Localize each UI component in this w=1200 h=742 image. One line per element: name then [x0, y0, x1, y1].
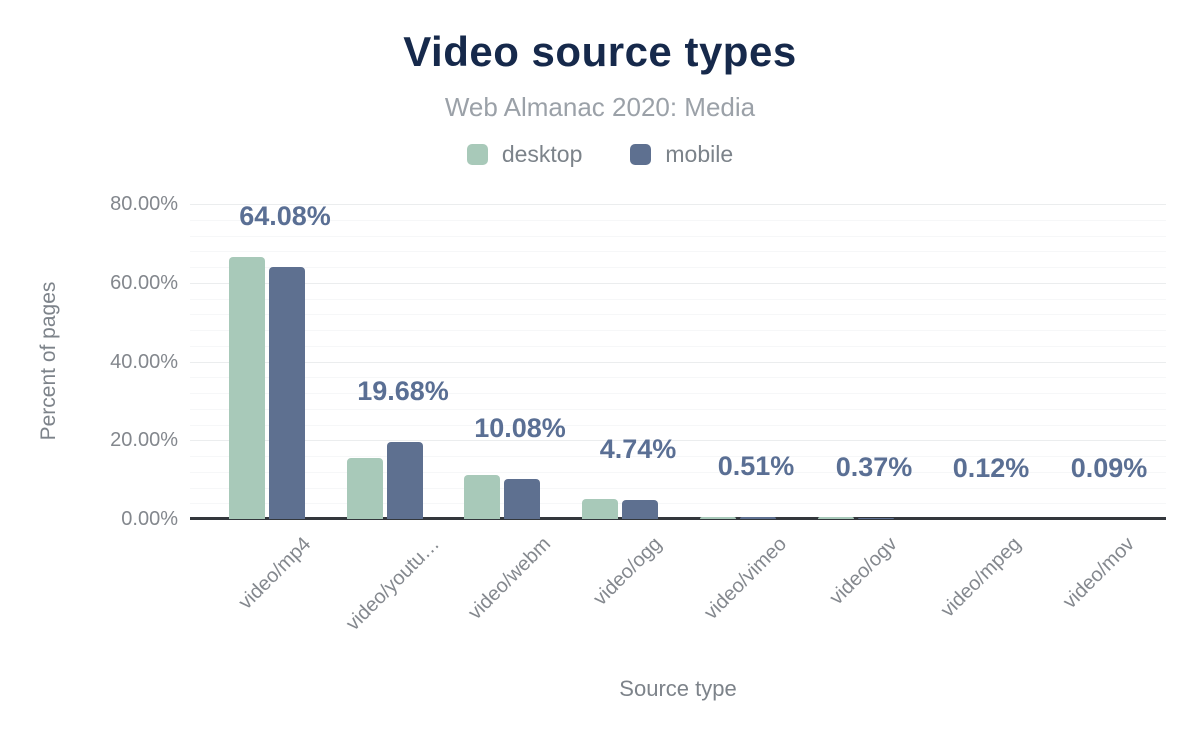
legend-label: mobile — [665, 141, 734, 167]
gridline — [190, 299, 1166, 300]
x-axis-tick: video/mov — [1058, 533, 1139, 614]
gridline — [190, 377, 1166, 378]
bar-value-label: 19.68% — [357, 376, 449, 406]
y-axis-title: Percent of pages — [37, 281, 60, 441]
bar-value-label: 0.12% — [952, 453, 1030, 483]
legend-swatch-mobile — [630, 144, 652, 165]
gridline — [190, 220, 1166, 221]
x-axis-tick: video/ogv — [825, 533, 902, 610]
bar-value-label: 0.51% — [717, 451, 795, 481]
x-axis-tick: video/youtu… — [341, 533, 444, 636]
bar-desktop-5[interactable] — [700, 517, 736, 519]
bar-mobile-4[interactable] — [622, 500, 658, 519]
gridline — [190, 488, 1166, 489]
x-axis-tick: video/ogg — [589, 533, 667, 610]
gridline — [190, 393, 1166, 394]
gridline — [190, 204, 1166, 205]
bar-value-label: 0.09% — [1070, 453, 1148, 483]
gridline — [190, 425, 1166, 426]
gridline — [190, 314, 1166, 315]
gridline — [190, 283, 1166, 284]
x-axis-tick: video/vimeo — [700, 533, 792, 625]
y-axis-tick: 40.00% — [110, 351, 178, 373]
gridline — [190, 409, 1166, 410]
legend: desktop mobile — [0, 141, 1200, 168]
bar-mobile-1[interactable] — [269, 267, 305, 519]
x-axis-tick: video/mp4 — [234, 533, 316, 614]
y-axis-tick: 80.00% — [110, 193, 178, 215]
bar-mobile-5[interactable] — [740, 517, 776, 519]
y-axis-tick: 60.00% — [110, 272, 178, 294]
bar-desktop-1[interactable] — [229, 257, 265, 519]
y-axis-tick: 0.00% — [121, 508, 178, 530]
chart-subtitle: Web Almanac 2020: Media — [444, 92, 756, 122]
x-axis-tick: video/webm — [464, 533, 556, 625]
gridline — [190, 251, 1166, 252]
bar-value-label: 10.08% — [474, 413, 566, 443]
x-axis-title: Source type — [619, 676, 737, 701]
bar-mobile-3[interactable] — [504, 479, 540, 519]
gridline — [190, 267, 1166, 268]
legend-label: desktop — [501, 141, 583, 167]
bar-desktop-6[interactable] — [818, 517, 854, 519]
gridline — [190, 362, 1166, 363]
gridline — [190, 346, 1166, 347]
bar-value-label: 4.74% — [599, 434, 677, 464]
bar-mobile-6[interactable] — [858, 518, 894, 519]
legend-item-desktop: desktop — [466, 141, 583, 168]
bar-desktop-4[interactable] — [582, 499, 618, 519]
bar-desktop-2[interactable] — [347, 458, 383, 519]
y-axis-tick: 20.00% — [110, 429, 178, 451]
gridline — [190, 236, 1166, 237]
bar-value-label: 0.37% — [835, 452, 913, 482]
bar-desktop-3[interactable] — [464, 475, 500, 519]
gridline — [190, 456, 1166, 457]
legend-item-mobile: mobile — [630, 141, 733, 168]
gridline — [190, 330, 1166, 331]
bar-value-label: 64.08% — [239, 201, 331, 231]
x-axis-baseline — [190, 517, 1166, 520]
bar-mobile-2[interactable] — [387, 442, 423, 519]
gridline — [190, 472, 1166, 473]
legend-swatch-desktop — [466, 144, 488, 165]
chart-title: Video source types — [403, 28, 797, 75]
x-axis-tick: video/mpeg — [936, 533, 1025, 622]
gridline — [190, 440, 1166, 441]
gridline — [190, 503, 1166, 504]
